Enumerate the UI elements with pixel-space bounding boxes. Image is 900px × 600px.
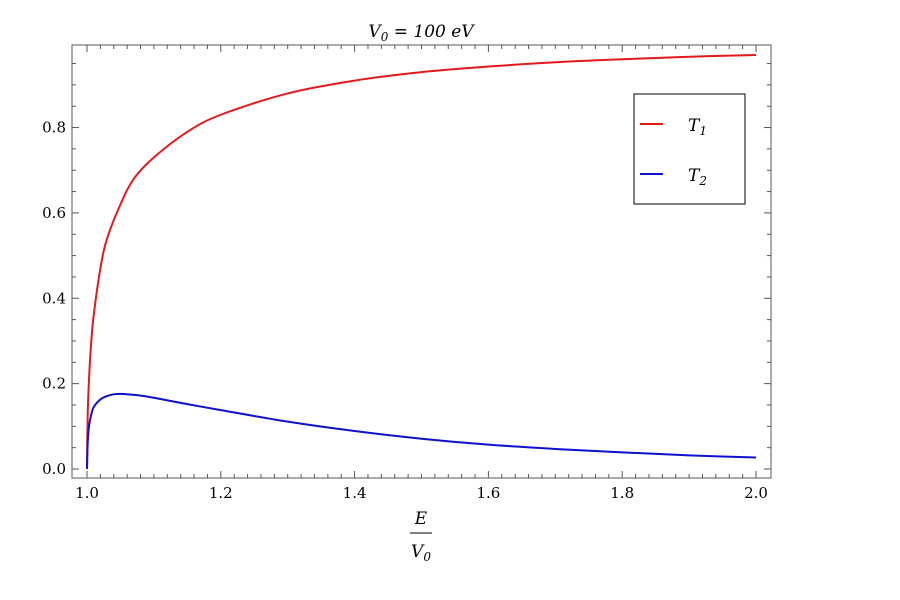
legend-label-t1: T1 [688,116,707,138]
series-line-t2 [86,392,757,470]
chart-title: V0 = 100 eV [368,22,475,44]
legend: T1 T2 [633,93,746,205]
legend-label-t1-name: T [688,116,701,136]
x-tick-label: 1.4 [343,484,367,502]
series-lines [86,54,757,470]
x-tick-label: 1.8 [610,484,634,502]
y-tick-label: 0.4 [42,289,66,307]
x-axis-label-denominator-subscript: 0 [423,550,431,564]
x-tick-label: 2.0 [744,484,768,502]
x-tick-label: 1.0 [75,484,99,502]
x-axis-label-denominator: V [411,542,425,562]
title-variable-subscript: 0 [381,30,389,44]
y-tick-label: 0.2 [42,375,66,393]
x-tick-label: 1.2 [209,484,233,502]
svg-text:V0: V0 [411,542,431,564]
x-axis-label: E V0 [410,509,432,564]
y-tick-label: 0.0 [42,460,66,478]
legend-label-t2-subscript: 2 [698,174,707,188]
y-tick-labels: 0.0 0.2 0.4 0.6 0.8 [42,119,66,478]
legend-label-t2-name: T [688,166,701,186]
title-variable: V [368,22,382,42]
legend-label-t2: T2 [688,166,707,188]
legend-box [633,93,746,205]
series-line-t1 [86,54,757,470]
tick-marks [72,45,771,478]
y-tick-label: 0.8 [42,119,66,137]
svg-text:V0 = 100 eV: V0 = 100 eV [368,22,475,44]
x-tick-label: 1.6 [476,484,500,502]
legend-label-t1-subscript: 1 [699,124,707,138]
x-axis-label-numerator: E [414,509,428,529]
y-tick-label: 0.6 [42,204,66,222]
title-value: = 100 eV [388,22,475,42]
x-tick-labels: 1.0 1.2 1.4 1.6 1.8 2.0 [75,484,768,502]
